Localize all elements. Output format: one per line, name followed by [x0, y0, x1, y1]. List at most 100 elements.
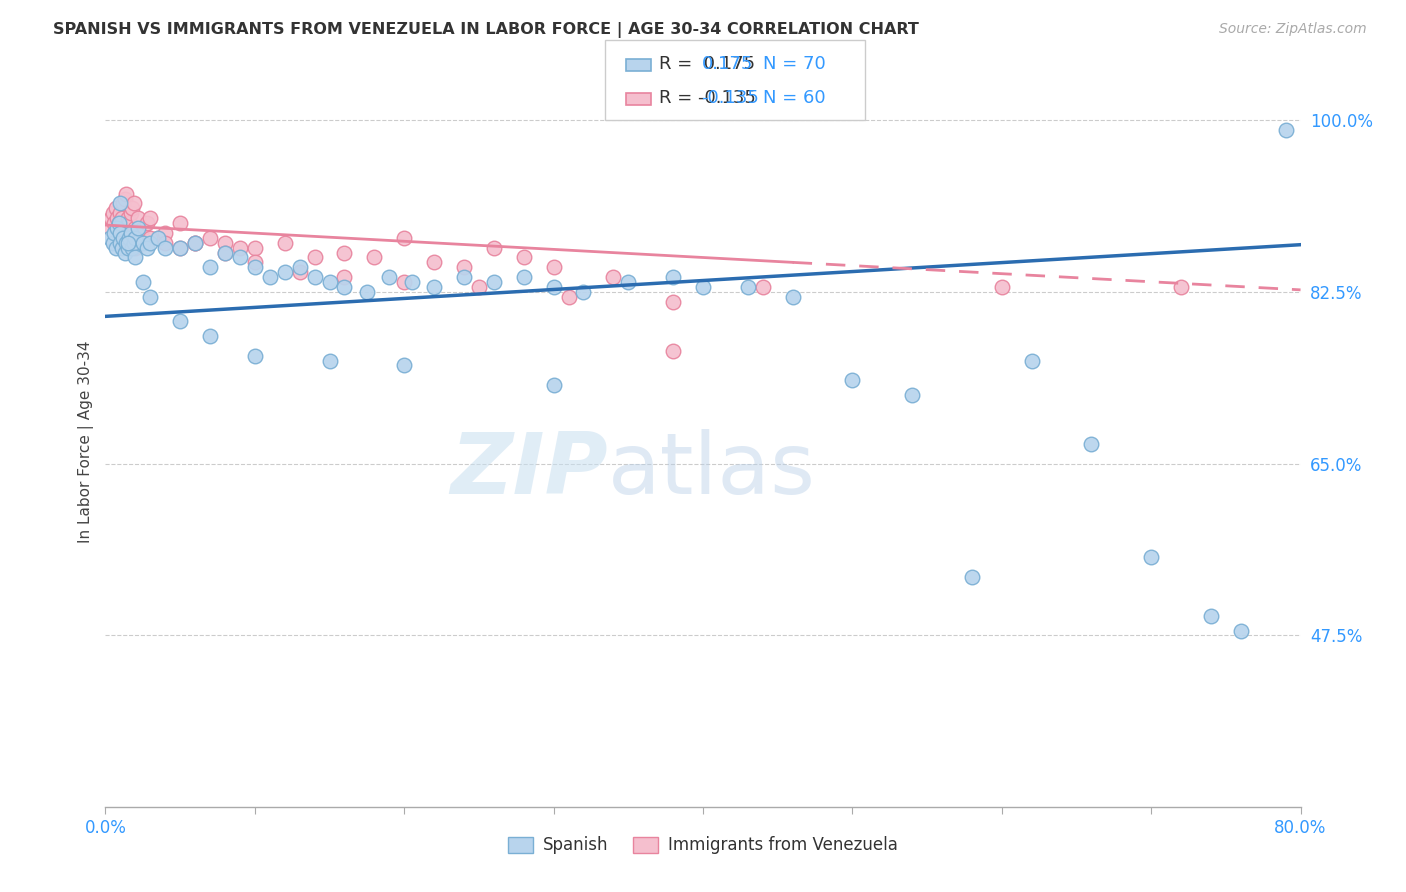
Point — [169, 241, 191, 255]
Point — [557, 290, 579, 304]
Point — [146, 231, 169, 245]
Point — [169, 314, 191, 328]
Point — [139, 231, 162, 245]
Point — [394, 359, 416, 373]
Point — [110, 216, 132, 230]
Point — [124, 241, 146, 255]
Point — [110, 226, 132, 240]
Text: atlas: atlas — [607, 429, 815, 512]
Point — [304, 251, 326, 265]
Text: R =  0.175: R = 0.175 — [659, 55, 755, 73]
Point — [107, 221, 129, 235]
Text: 0.175: 0.175 — [702, 55, 754, 73]
Point — [136, 241, 159, 255]
Point — [155, 241, 177, 255]
Point — [127, 211, 149, 226]
Point — [214, 235, 236, 250]
Point — [482, 241, 505, 255]
Point — [662, 343, 685, 358]
Point — [737, 280, 759, 294]
Point — [378, 270, 401, 285]
Point — [482, 275, 505, 289]
Point — [214, 245, 236, 260]
Point — [132, 235, 155, 250]
Point — [1274, 123, 1296, 137]
Point — [453, 270, 475, 285]
Point — [572, 285, 595, 299]
Point — [110, 206, 132, 220]
Point — [304, 270, 326, 285]
Point — [198, 231, 221, 245]
Point — [198, 329, 221, 343]
Point — [318, 353, 340, 368]
Point — [114, 192, 136, 206]
Text: N = 60: N = 60 — [763, 89, 827, 107]
Point — [394, 231, 416, 245]
Point — [107, 211, 129, 226]
Point — [184, 235, 207, 250]
Text: SPANISH VS IMMIGRANTS FROM VENEZUELA IN LABOR FORCE | AGE 30-34 CORRELATION CHAR: SPANISH VS IMMIGRANTS FROM VENEZUELA IN … — [53, 22, 920, 38]
Legend: Spanish, Immigrants from Venezuela: Spanish, Immigrants from Venezuela — [501, 830, 905, 861]
Point — [103, 226, 125, 240]
Point — [184, 235, 207, 250]
Point — [423, 280, 446, 294]
Point — [214, 245, 236, 260]
Point — [139, 235, 162, 250]
Point — [98, 221, 121, 235]
Point — [112, 196, 135, 211]
Point — [115, 235, 138, 250]
Point — [111, 211, 134, 226]
Text: R = -0.135: R = -0.135 — [659, 89, 756, 107]
Point — [243, 255, 266, 269]
Point — [513, 270, 536, 285]
Point — [110, 235, 132, 250]
Point — [617, 275, 640, 289]
Point — [169, 241, 191, 255]
Point — [318, 275, 340, 289]
Point — [1080, 437, 1102, 451]
Point — [198, 260, 221, 275]
Point — [139, 290, 162, 304]
Point — [114, 245, 136, 260]
Point — [101, 235, 124, 250]
Point — [513, 251, 536, 265]
Point — [288, 260, 311, 275]
Point — [115, 186, 138, 201]
Point — [662, 270, 685, 285]
Point — [155, 226, 177, 240]
Point — [692, 280, 714, 294]
Point — [100, 211, 122, 226]
Point — [104, 241, 127, 255]
Point — [120, 206, 142, 220]
Point — [751, 280, 773, 294]
Point — [782, 290, 804, 304]
Point — [121, 202, 143, 216]
Point — [602, 270, 624, 285]
Point — [124, 221, 146, 235]
Point — [423, 255, 446, 269]
Point — [841, 373, 863, 387]
Point — [139, 211, 162, 226]
Point — [108, 216, 131, 230]
Point — [960, 569, 983, 583]
Point — [543, 280, 565, 294]
Point — [1229, 624, 1253, 638]
Point — [124, 231, 146, 245]
Point — [111, 241, 134, 255]
Point — [990, 280, 1012, 294]
Text: N = 70: N = 70 — [763, 55, 827, 73]
Point — [124, 251, 146, 265]
Point — [333, 245, 356, 260]
Point — [110, 231, 132, 245]
Point — [288, 265, 311, 279]
Point — [1021, 353, 1043, 368]
Text: -0.135: -0.135 — [702, 89, 759, 107]
Point — [118, 231, 141, 245]
Point — [127, 221, 149, 235]
Point — [901, 388, 924, 402]
Point — [1170, 280, 1192, 294]
Point — [229, 251, 252, 265]
Point — [243, 260, 266, 275]
Point — [122, 196, 145, 211]
Point — [155, 235, 177, 250]
